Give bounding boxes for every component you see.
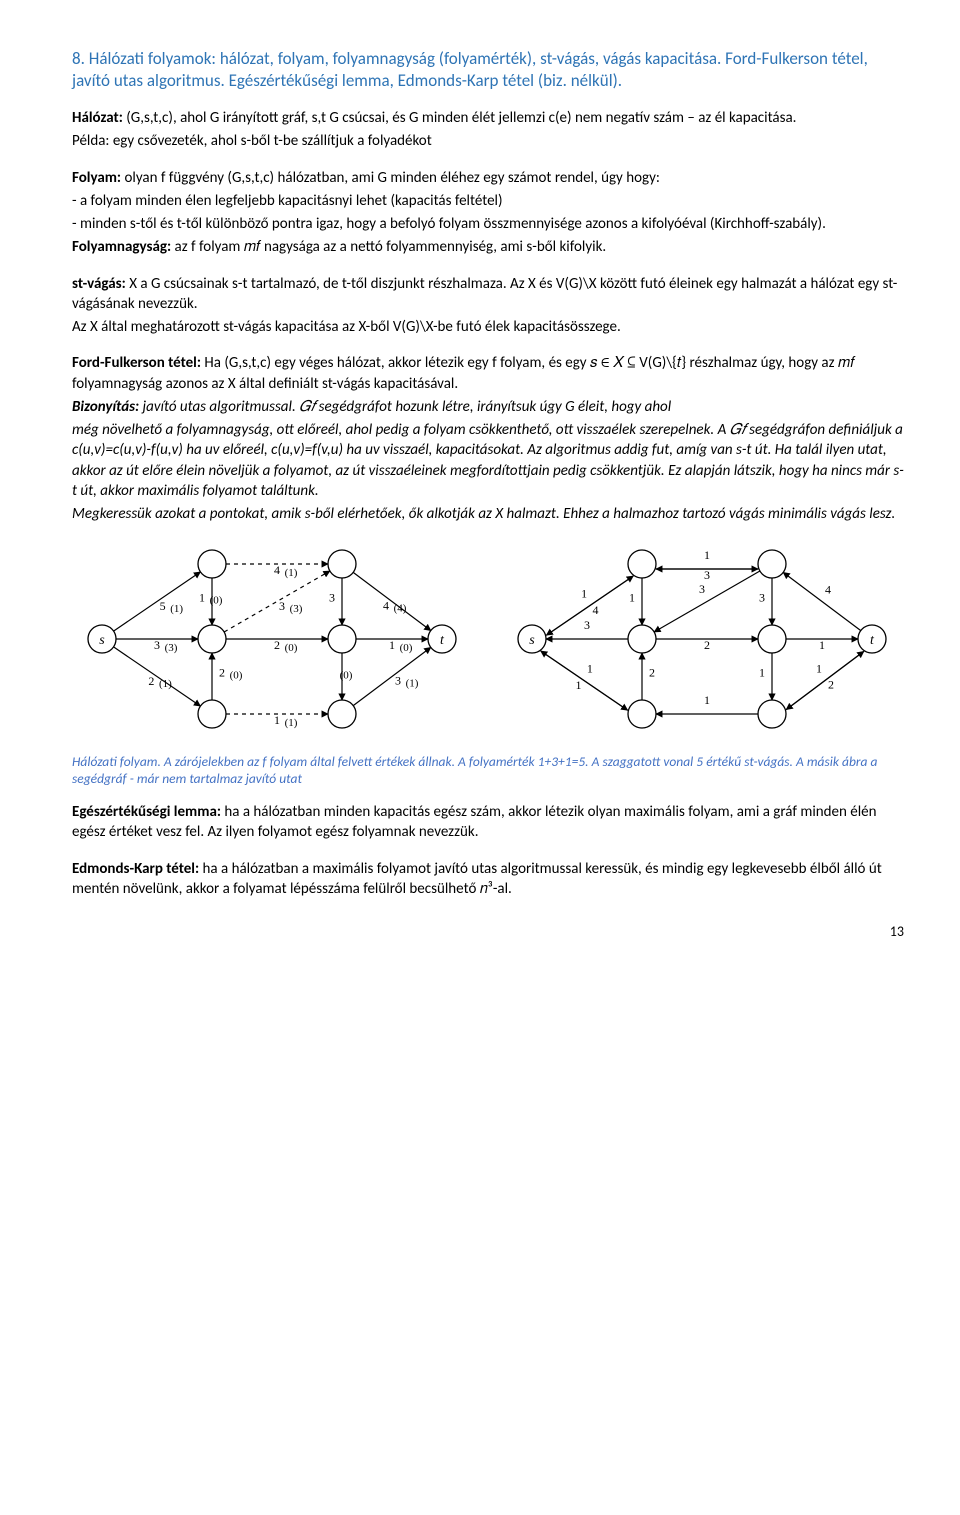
ff-biztext2: még növelhető a folyamnagyság, ott előre…: [72, 420, 904, 501]
halozat-block: Hálózat: (G,s,t,c), ahol G irányított gr…: [72, 108, 904, 152]
svg-text:3: 3: [154, 638, 160, 652]
residual-graph-figure: 413111313221341121st: [502, 534, 902, 744]
egesz-label: Egészértékűségi lemma:: [72, 803, 221, 821]
page-number: 13: [72, 923, 904, 942]
svg-text:4: 4: [274, 563, 280, 577]
svg-text:4: 4: [592, 603, 598, 617]
svg-text:(0): (0): [285, 642, 298, 654]
ff-label: Ford-Fulkerson tétel:: [72, 354, 201, 372]
folyam-block: Folyam: olyan f függvény (G,s,t,c) hálóz…: [72, 168, 904, 258]
svg-text:1: 1: [759, 666, 765, 680]
svg-text:5: 5: [160, 599, 166, 613]
svg-text:2: 2: [219, 666, 225, 680]
ek-label: Edmonds-Karp tétel:: [72, 860, 199, 878]
svg-text:2: 2: [828, 678, 834, 692]
ford-fulkerson-block: Ford-Fulkerson tétel: Ha (G,s,t,c) egy v…: [72, 353, 904, 524]
figure-row: 5(1)3(3)2(1)1(0)4(1)3(3)2(0)2(0)1(1)34(4…: [72, 534, 904, 744]
section-heading: 8. Hálózati folyamok: hálózat, folyam, f…: [72, 48, 904, 92]
heading-text: Hálózati folyamok: hálózat, folyam, foly…: [72, 48, 868, 91]
svg-text:s: s: [99, 633, 105, 648]
folyamnagysag-label: Folyamnagyság:: [72, 238, 171, 256]
folyam-label: Folyam:: [72, 169, 121, 187]
svg-text:3: 3: [329, 591, 335, 605]
svg-text:(3): (3): [165, 642, 178, 654]
halozat-text: (G,s,t,c), ahol G irányított gráf, s,t G…: [123, 109, 797, 127]
ek-block: Edmonds-Karp tétel: ha a hálózatban a ma…: [72, 859, 904, 900]
svg-text:1: 1: [274, 713, 280, 727]
svg-text:(1): (1): [170, 603, 183, 615]
svg-text:3: 3: [584, 618, 590, 632]
svg-text:2: 2: [704, 638, 710, 652]
folyam-li1: - a folyam minden élen legfeljebb kapaci…: [72, 191, 904, 211]
svg-text:2: 2: [148, 674, 154, 688]
ff-biztext3: Megkeressük azokat a pontokat, amik s-bő…: [72, 504, 904, 524]
svg-text:1: 1: [629, 591, 635, 605]
svg-text:(1): (1): [285, 717, 298, 729]
halozat-pelda: Példa: egy csővezeték, ahol s-ből t-be s…: [72, 131, 904, 151]
ff-biztext1: javító utas algoritmussal. 𝐺𝑓 segédgráfo…: [139, 398, 671, 416]
svg-text:1: 1: [389, 638, 395, 652]
network-flow-figure: 5 (1) 3 (3) 2 (1) 1 (0) 4 (1) 3 (3) 2 (0) 2 (0) 1 (1) 3 4 (4…: [72, 534, 472, 744]
svg-text:4: 4: [383, 599, 389, 613]
svg-text:1: 1: [816, 662, 822, 676]
svg-text:1: 1: [581, 587, 587, 601]
svg-text:(0): (0): [400, 642, 413, 654]
svg-text:2: 2: [274, 638, 280, 652]
svg-text:3: 3: [759, 591, 765, 605]
svg-text:1: 1: [587, 662, 593, 676]
svg-text:1: 1: [576, 678, 582, 692]
halozat-label: Hálózat:: [72, 109, 123, 127]
svg-text:(4): (4): [394, 603, 407, 615]
ff-bizlabel: Bizonyítás:: [72, 398, 139, 416]
stvagas-block: st-vágás: X a G csúcsainak s-t tartalmaz…: [72, 274, 904, 338]
stvagas-line1: X a G csúcsainak s-t tartalmazó, de t-tő…: [72, 275, 897, 313]
svg-text:s: s: [529, 633, 535, 648]
egesz-block: Egészértékűségi lemma: ha a hálózatban m…: [72, 802, 904, 843]
stvagas-label: st-vágás:: [72, 275, 126, 293]
svg-text:(0): (0): [340, 670, 353, 682]
svg-text:3: 3: [279, 600, 285, 614]
svg-text:(0): (0): [210, 595, 223, 607]
svg-text:(3): (3): [290, 604, 303, 616]
svg-text:(1): (1): [159, 678, 172, 690]
svg-text:3: 3: [699, 582, 705, 596]
svg-text:(1): (1): [285, 567, 298, 579]
svg-text:1: 1: [704, 693, 710, 707]
svg-text:1: 1: [704, 548, 710, 562]
svg-text:2: 2: [649, 666, 655, 680]
folyam-intro: olyan f függvény (G,s,t,c) hálózatban, a…: [121, 169, 660, 187]
heading-number: 8.: [72, 48, 85, 69]
svg-text:(1): (1): [406, 678, 419, 690]
figure-caption: Hálózati folyam. A zárójelekben az f fol…: [72, 754, 904, 788]
folyam-li2: - minden s-től és t-től különböző pontra…: [72, 214, 904, 234]
svg-text:3: 3: [704, 568, 710, 582]
svg-text:3: 3: [395, 674, 401, 688]
svg-text:(0): (0): [230, 670, 243, 682]
folyamnagysag-text: az f folyam 𝑚𝑓 nagysága az a nettó folya…: [171, 238, 606, 256]
svg-text:1: 1: [819, 638, 825, 652]
stvagas-line2: Az X által meghatározott st-vágás kapaci…: [72, 317, 904, 337]
svg-text:4: 4: [825, 583, 831, 597]
svg-text:1: 1: [199, 591, 205, 605]
